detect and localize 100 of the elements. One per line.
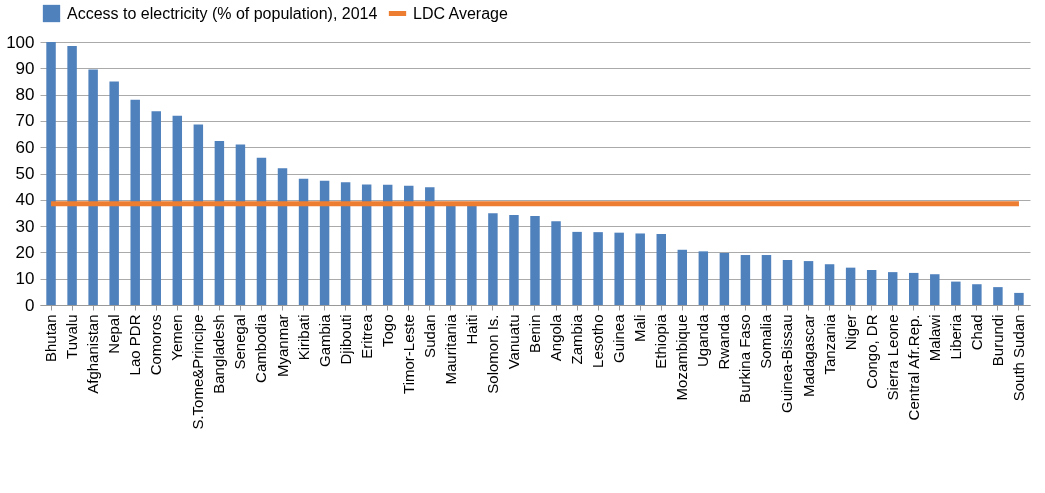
bar (1014, 292, 1024, 305)
bar (88, 69, 98, 305)
legend-label: Access to electricity (% of population), 2014 (67, 4, 378, 22)
x-tick-label: Burkina Faso (736, 314, 754, 403)
x-tick-label: Myanmar (273, 314, 291, 378)
y-tick-label: 60 (15, 137, 35, 157)
bar (740, 255, 751, 305)
x-tick-label: Tanzania (820, 313, 838, 375)
x-tick-label: Bangladesh (210, 314, 228, 394)
bar (930, 274, 940, 305)
x-tick-label: Sudan (420, 314, 438, 358)
bar (782, 260, 793, 305)
y-tick-label: 90 (15, 58, 35, 78)
bar (340, 182, 351, 305)
x-tick-label: Mozambique (673, 314, 691, 401)
x-tick-label: Rwanda (715, 313, 733, 370)
bar (824, 264, 835, 305)
y-tick-label: 10 (15, 269, 35, 289)
bar (698, 251, 709, 305)
x-tick-label: Lao PDR (126, 314, 144, 376)
bar (46, 42, 56, 305)
bar (298, 178, 309, 305)
bar (551, 221, 561, 305)
bar (467, 205, 477, 305)
bar (172, 115, 183, 305)
bar (425, 187, 435, 305)
bar (887, 272, 898, 305)
bar (446, 204, 456, 305)
x-tick-label: Madagascar (799, 314, 817, 398)
x-tick-label: Vanuatu (504, 314, 522, 370)
x-tick-label: Guinea-Bissau (778, 314, 796, 413)
x-tick-label: Congo, DR (862, 314, 880, 389)
bar (193, 124, 204, 305)
bar (614, 232, 624, 305)
x-tick-label: Guinea (610, 313, 628, 363)
bar (719, 252, 730, 305)
bar (593, 232, 603, 305)
x-tick-label: Cambodia (252, 313, 270, 383)
bar (361, 184, 372, 305)
x-tick-label: Mauritania (441, 313, 459, 385)
y-tick-label: 20 (15, 242, 35, 262)
bar (572, 231, 582, 305)
bar (993, 287, 1003, 305)
bar (382, 184, 393, 305)
bar (866, 270, 877, 305)
bar (67, 45, 77, 305)
x-tick-label: Bhutan (42, 314, 60, 363)
x-tick-label: S.Tome&Principe (189, 314, 207, 430)
x-tick-label: Eritrea (357, 313, 375, 359)
bar (109, 81, 119, 305)
x-tick-label: Senegal (231, 314, 249, 370)
x-tick-label: Mali (631, 314, 649, 343)
x-tick-label: South Sudan (1009, 314, 1027, 402)
x-tick-label: Timor-Leste (399, 314, 417, 394)
x-tick-label: Chad (967, 314, 985, 351)
bar (951, 281, 961, 305)
bar (256, 157, 267, 305)
x-tick-label: Yemen (168, 314, 186, 361)
x-tick-label: Zambia (568, 313, 586, 365)
y-tick-label: 80 (15, 85, 35, 105)
x-tick-label: Nepal (105, 314, 123, 354)
x-tick-label: Malawi (925, 314, 943, 362)
x-tick-label: Somalia (757, 313, 775, 369)
x-tick-label: Liberia (946, 313, 964, 360)
x-tick-label: Angola (547, 313, 565, 362)
x-tick-label: Burundi (988, 314, 1006, 367)
bar (214, 140, 225, 305)
bar (404, 185, 414, 305)
bar (909, 272, 919, 305)
y-tick-label: 50 (15, 164, 35, 183)
x-tick-label: Kiribati (294, 314, 312, 361)
y-tick-label: 30 (15, 216, 35, 236)
bar (530, 216, 540, 305)
bar (803, 261, 814, 305)
x-tick-label: Lesotho (589, 314, 607, 368)
y-tick-label: 70 (15, 111, 35, 131)
x-tick-label: Afghanistan (84, 314, 102, 394)
x-tick-label: Tuvalu (63, 314, 81, 359)
x-tick-label: Haiti (462, 314, 480, 345)
bar (972, 284, 982, 305)
bar (488, 213, 498, 305)
x-tick-label: Niger (841, 314, 859, 351)
x-tick-label: Central Afr.Rep. (904, 314, 922, 421)
x-tick-label: Togo (378, 314, 396, 348)
x-tick-label: Solomon Is. (483, 314, 501, 394)
y-tick-label: 100 (6, 32, 35, 52)
bar (845, 267, 856, 305)
x-tick-label: Uganda (694, 313, 712, 368)
bar (151, 111, 161, 305)
x-tick-label: Gambia (315, 313, 333, 368)
bar (130, 99, 140, 305)
bar (509, 215, 519, 305)
y-tick-label: 40 (15, 190, 35, 210)
x-tick-label: Benin (526, 314, 543, 353)
bar (277, 168, 288, 305)
x-tick-label: Comoros (147, 314, 165, 376)
legend-label: LDC Average (413, 4, 508, 22)
bar (761, 255, 772, 305)
bar (319, 180, 330, 305)
x-tick-label: Sierra Leone (883, 314, 901, 401)
